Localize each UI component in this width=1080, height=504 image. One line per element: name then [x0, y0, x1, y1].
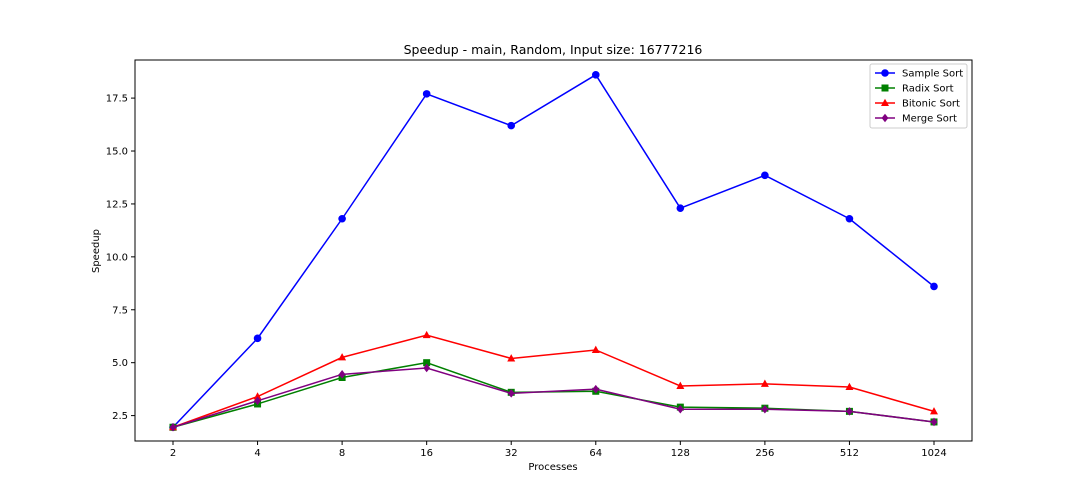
legend-label: Merge Sort — [902, 114, 957, 125]
y-tick-label: 10.0 — [106, 252, 128, 263]
data-point — [761, 171, 769, 180]
y-tick-label: 2.5 — [112, 411, 128, 422]
x-tick-label: 32 — [505, 448, 518, 459]
series-layer — [169, 71, 938, 432]
series-line — [172, 73, 935, 428]
y-axis-label: Speedup — [91, 229, 102, 273]
data-point — [422, 330, 431, 339]
data-point — [253, 334, 262, 343]
data-point — [930, 417, 938, 427]
legend-label: Radix Sort — [902, 84, 954, 95]
data-point — [507, 389, 515, 398]
x-tick-label: 256 — [755, 448, 774, 459]
legend-label: Sample Sort — [902, 69, 963, 80]
data-point — [423, 363, 431, 373]
series-sample-sort — [169, 71, 938, 432]
y-axis: 2.5 5.0 7.5 10.0 12.5 15.0 17.5 — [106, 94, 135, 422]
data-point — [591, 71, 600, 79]
data-point — [761, 404, 769, 414]
y-tick-label: 7.5 — [112, 305, 128, 316]
data-point — [169, 422, 177, 432]
x-tick-label: 4 — [254, 448, 260, 459]
data-point — [422, 90, 431, 98]
data-point — [338, 353, 347, 361]
series-radix-sort — [169, 359, 938, 431]
data-point — [592, 384, 600, 394]
series-bitonic-sort — [169, 330, 938, 431]
legend-box — [869, 63, 968, 129]
x-axis: 2 4 8 16 32 64 128 256 512 1024 — [170, 441, 947, 459]
data-point — [507, 354, 516, 362]
legend-marker — [881, 84, 889, 92]
y-tick-label: 12.5 — [106, 199, 128, 210]
data-point — [338, 214, 346, 223]
legend-marker — [881, 113, 889, 123]
legend-marker — [881, 98, 889, 106]
series-merge-sort — [169, 363, 938, 432]
x-tick-label: 128 — [671, 448, 690, 459]
legend-item: Bitonic Sort — [875, 99, 960, 110]
data-point — [930, 407, 938, 415]
data-point — [591, 345, 600, 353]
legend-item: Sample Sort — [875, 69, 963, 80]
x-tick-label: 16 — [420, 448, 433, 459]
data-point — [338, 370, 346, 379]
data-point — [676, 404, 684, 414]
y-tick-label: 5.0 — [112, 358, 128, 369]
series-line — [172, 361, 935, 428]
series-line — [172, 334, 935, 428]
data-point — [846, 407, 853, 416]
data-point — [507, 121, 516, 130]
legend-label: Bitonic Sort — [902, 99, 960, 110]
data-point — [254, 396, 261, 406]
legend-item: Merge Sort — [875, 114, 957, 125]
series-line — [172, 367, 935, 428]
legend-marker — [881, 69, 889, 77]
data-point — [253, 392, 262, 400]
data-point — [676, 204, 685, 212]
chart-title: Speedup - main, Random, Input size: 1677… — [404, 42, 703, 57]
y-tick-label: 15.0 — [106, 147, 128, 158]
data-point — [676, 381, 685, 389]
data-point — [845, 214, 854, 223]
data-point — [760, 379, 769, 387]
x-axis-label: Processes — [528, 462, 577, 473]
legend-item: Radix Sort — [875, 84, 954, 95]
y-tick-label: 17.5 — [106, 94, 128, 105]
x-tick-label: 512 — [840, 448, 859, 459]
plot-area-frame — [134, 59, 973, 442]
x-tick-label: 1024 — [921, 448, 946, 459]
legend: Sample Sort Radix Sort Bitonic Sort Merge S… — [869, 63, 968, 129]
x-tick-label: 2 — [170, 448, 176, 459]
x-tick-label: 64 — [589, 448, 602, 459]
data-point — [930, 282, 938, 291]
data-point — [423, 359, 431, 367]
data-point — [845, 382, 854, 391]
x-tick-label: 8 — [339, 448, 345, 459]
